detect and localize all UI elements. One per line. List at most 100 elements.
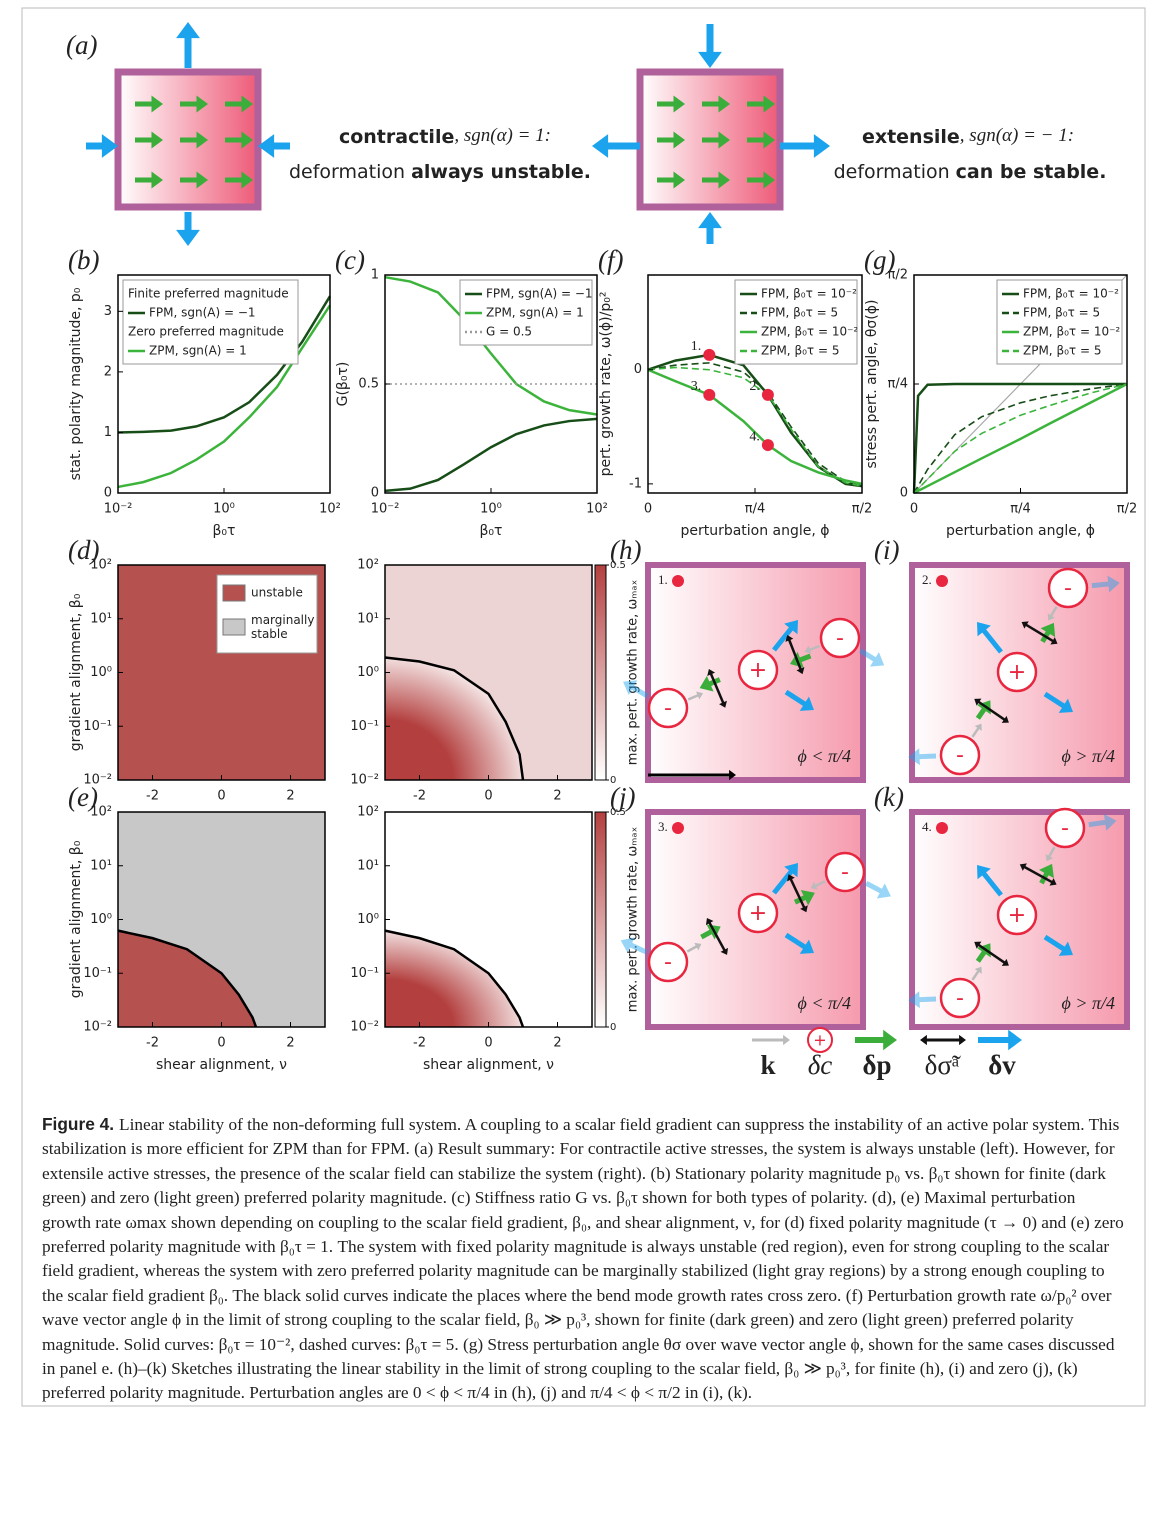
- arrow-shaft: [980, 870, 1003, 897]
- x-tick-label: 2: [553, 789, 561, 804]
- y-axis-label: pert. growth rate, ω(ϕ)/p₀²: [598, 292, 614, 477]
- legend-label: FPM, β₀τ = 5: [761, 306, 838, 320]
- polarity-arrow: [747, 171, 775, 189]
- marked-point: [703, 348, 716, 361]
- panel-label: (g): [864, 245, 895, 275]
- x-tick-label: 10⁰: [213, 502, 235, 517]
- arrow-shaft: [1049, 606, 1058, 618]
- x-axis-label: shear alignment, ν: [156, 1057, 287, 1073]
- y-tick-label: 0: [900, 486, 908, 501]
- series-line: [384, 275, 598, 416]
- arrow-head: [763, 95, 775, 113]
- arrow-head: [696, 691, 704, 700]
- colorbar: [594, 564, 607, 781]
- velocity-arrow: [784, 689, 814, 711]
- arrow-head: [705, 918, 714, 926]
- arrow-head: [720, 947, 729, 955]
- point-label: 4.: [749, 429, 760, 444]
- y-axis-label: G(β₀τ): [335, 362, 351, 407]
- result-emph: can be stable.: [956, 161, 1107, 183]
- arrow-shaft: [789, 877, 806, 909]
- legend-p-arrow: [855, 1029, 897, 1051]
- arrow-head: [1058, 941, 1073, 956]
- y-axis-label: stress pert. angle, θσ(ϕ): [864, 300, 880, 469]
- x-axis-label: β₀τ: [213, 523, 236, 539]
- arrow-head: [623, 680, 638, 695]
- region-inside: [118, 930, 256, 1027]
- arrow-head: [1050, 637, 1058, 645]
- series-line: [913, 383, 1128, 494]
- marked-point: [761, 388, 774, 401]
- series-line: [912, 382, 1127, 494]
- plot-frame: [384, 274, 598, 494]
- arrow-head: [796, 667, 805, 675]
- arrow-head: [763, 171, 775, 189]
- polarity-arrow: [702, 171, 730, 189]
- legend-label: unstable: [251, 586, 303, 600]
- arrow-shaft: [787, 638, 803, 671]
- plot-frame: [384, 564, 593, 781]
- velocity-arrow: [772, 863, 798, 895]
- velocity-arrow: [784, 932, 814, 954]
- arrow-head: [787, 874, 795, 882]
- point-label: 1.: [691, 339, 702, 354]
- stress-arrow: [1021, 621, 1058, 645]
- x-tick-label: π/2: [852, 502, 872, 517]
- arrow-head: [799, 939, 814, 954]
- arrow-head: [920, 1034, 927, 1046]
- y-tick-label: 10¹: [90, 858, 112, 873]
- arrow-head: [908, 991, 920, 1009]
- region-inside: [385, 657, 523, 780]
- concentration-sign: -: [1064, 576, 1072, 601]
- x-tick-label: -2: [413, 789, 426, 804]
- arrow-shaft: [708, 921, 726, 952]
- wave-vector-arrow: [804, 644, 820, 654]
- arrow-head: [176, 229, 200, 246]
- legend-swatch: [222, 584, 246, 602]
- y-tick-label: 10⁰: [90, 912, 112, 927]
- legend-circle: [807, 1027, 833, 1053]
- panel-label: (k): [874, 782, 904, 812]
- polarity-arrow: [180, 95, 208, 113]
- polarity-arrow: [657, 171, 685, 189]
- arrow-shaft: [1023, 865, 1054, 884]
- result-emph: always unstable.: [411, 161, 591, 183]
- flow-arrow: [698, 212, 722, 244]
- arrow-head: [869, 652, 885, 667]
- velocity-arrow: [1043, 934, 1073, 956]
- contractile-word: contractile: [339, 126, 454, 148]
- y-tick-label: 10⁰: [90, 665, 112, 680]
- angle-condition: ϕ > π/4: [1062, 746, 1115, 766]
- y-tick-label: 10⁻¹: [83, 966, 112, 981]
- concentration-sign: -: [664, 696, 672, 721]
- arrow-shaft: [772, 625, 795, 652]
- arrow-head: [974, 723, 982, 731]
- arrow-head: [876, 883, 891, 899]
- stress-arrow: [785, 634, 805, 675]
- series-line: [647, 353, 863, 488]
- y-tick-label: 10²: [90, 805, 112, 820]
- x-tick-label: 2: [286, 1036, 294, 1051]
- arrow-head: [784, 620, 798, 635]
- arrow-head: [783, 1034, 790, 1046]
- series-line: [913, 382, 1128, 495]
- panel-label: (b): [68, 245, 99, 275]
- y-tick-label: π/4: [888, 377, 908, 392]
- y-tick-label: 10²: [357, 558, 379, 573]
- arrow-head: [785, 634, 794, 642]
- arrow-shaft: [1091, 581, 1111, 589]
- arrow-head: [959, 1034, 966, 1046]
- polarity-arrow: [657, 131, 685, 149]
- concentration-circle: [1047, 567, 1089, 609]
- legend-box: [122, 279, 299, 365]
- x-tick-label: 0: [484, 1036, 492, 1051]
- arrow-shaft: [865, 881, 884, 895]
- concentration-sign: +: [1008, 660, 1026, 685]
- panel-label: (j): [610, 782, 635, 812]
- arrow-head: [620, 937, 635, 953]
- polarity-arrow: [180, 171, 208, 189]
- x-tick-label: π/2: [1117, 502, 1137, 517]
- arrow-head: [804, 645, 812, 654]
- arrow-head: [176, 22, 200, 39]
- arrow-head: [1045, 854, 1054, 862]
